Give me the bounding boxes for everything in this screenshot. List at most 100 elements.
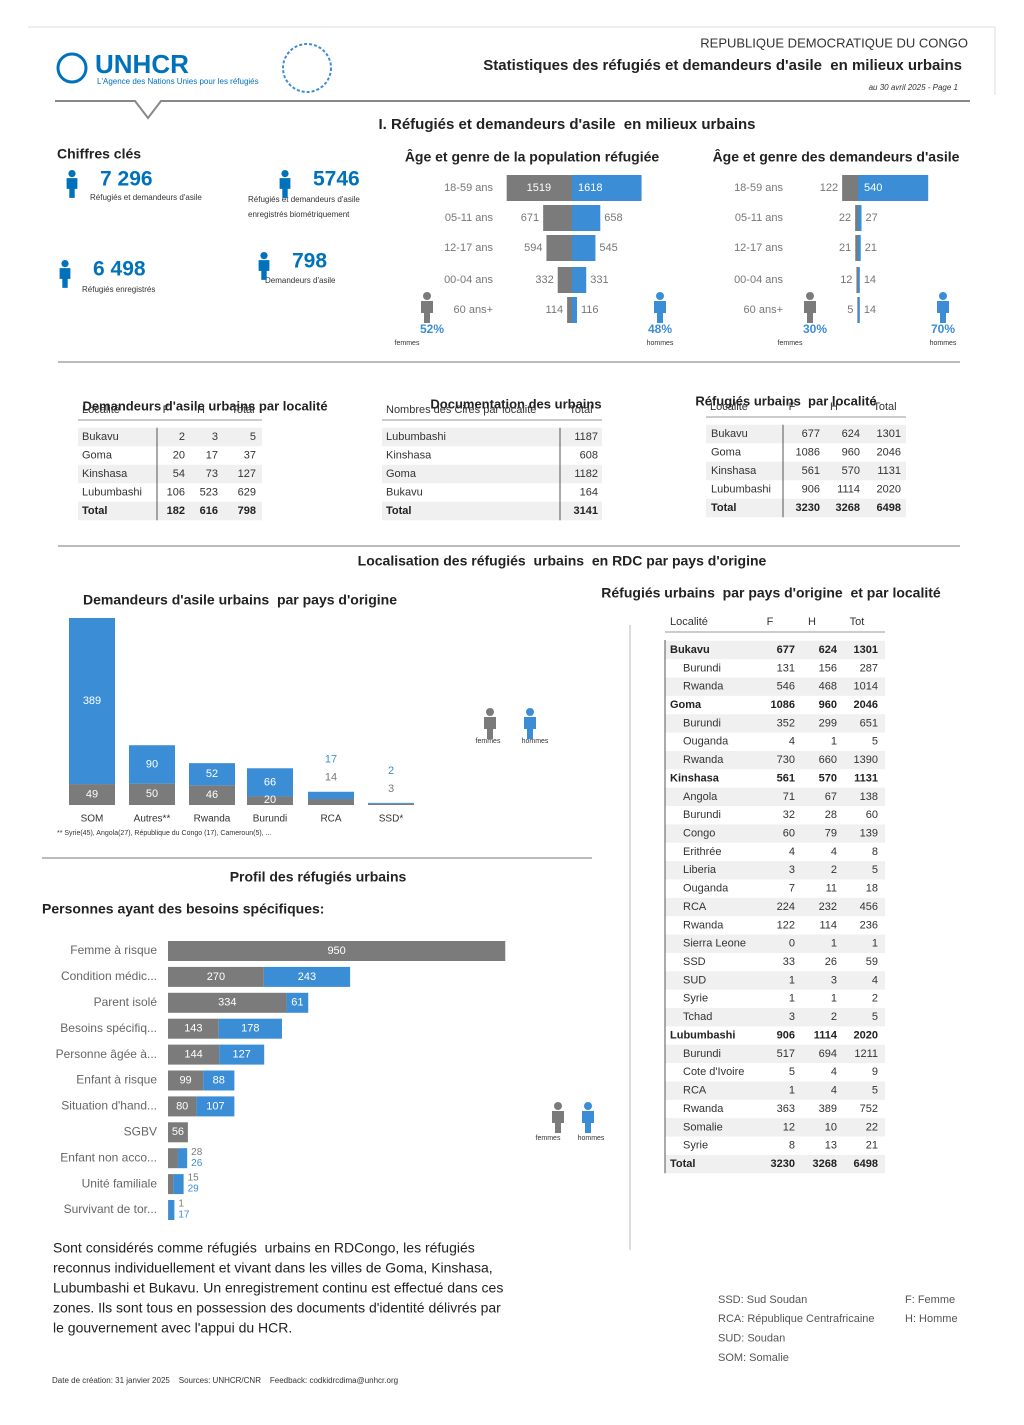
table-header: Total	[873, 401, 896, 413]
row-shade	[706, 424, 906, 444]
table-cell: 3230	[796, 502, 820, 514]
table-cell: 287	[860, 662, 878, 674]
bar	[368, 802, 414, 804]
data-label: 12	[840, 274, 852, 286]
data-label: 14	[864, 274, 876, 286]
bar	[543, 205, 572, 231]
person-icon	[421, 301, 433, 323]
table-cell: 1	[789, 974, 795, 986]
category-label: Besoins spécifiq...	[60, 1021, 157, 1035]
bar	[168, 1096, 197, 1117]
table-cell: 1	[872, 938, 878, 950]
row-label: Bukavu	[386, 486, 423, 498]
table-cell: 3	[789, 864, 795, 876]
table-cell: 299	[819, 717, 837, 729]
table-cell: 1086	[796, 446, 820, 458]
age-label: 18-59 ans	[444, 182, 493, 194]
bar	[858, 235, 861, 261]
key-figure-label: Réfugiés enregistrés	[82, 285, 155, 294]
row-label: Lubumbashi	[82, 486, 142, 498]
table-cell: 616	[200, 505, 218, 517]
category-label: Enfant à risque	[76, 1073, 157, 1087]
row-label: Syrie	[683, 1140, 708, 1152]
person-icon	[484, 717, 496, 739]
header-date: au 30 avril 2025 - Page 1	[869, 83, 958, 92]
pct-label: 30%	[803, 322, 827, 336]
row-shade	[665, 1154, 885, 1174]
bar	[858, 297, 860, 323]
bar	[168, 1200, 175, 1220]
chart-title: Âge et genre de la population réfugiée	[405, 148, 660, 165]
pct-label: 52%	[420, 322, 444, 336]
table-cell: 9	[872, 1066, 878, 1078]
table-cell: 561	[802, 465, 820, 477]
table-cell: 677	[802, 428, 820, 440]
bar	[855, 235, 858, 261]
bar	[168, 1018, 219, 1039]
person-icon	[423, 292, 431, 300]
row-label: Kinshasa	[711, 465, 757, 477]
age-label: 12-17 ans	[734, 242, 783, 254]
table-cell: 677	[777, 644, 795, 656]
table-cell: 1	[831, 993, 837, 1005]
table-cell: 3141	[574, 505, 598, 517]
gender-key: H: Homme	[905, 1313, 958, 1325]
row-label: Tchad	[683, 1011, 712, 1023]
row-shade	[665, 1044, 885, 1064]
unhcr-emblem	[56, 52, 88, 84]
abbreviation: SUD: Soudan	[718, 1333, 785, 1345]
key-figure-label: Réfugiés et demandeurs d'asile	[248, 195, 360, 204]
header-title: Statistiques des réfugiés et demandeurs …	[483, 57, 962, 74]
table-cell: 2046	[854, 699, 878, 711]
key-figure-label: enregistrés biométriquement	[248, 210, 350, 219]
bar	[218, 1018, 282, 1039]
data-label: 5	[847, 304, 853, 316]
table-cell: 33	[783, 956, 795, 968]
row-shade	[665, 714, 885, 733]
row-label: SSD	[683, 956, 706, 968]
data-label: 17	[178, 1210, 190, 1221]
table-cell: 2	[831, 864, 837, 876]
section-title: Localisation des réfugiés urbains en RDC…	[358, 553, 767, 569]
abbreviation: SSD: Sud Soudan	[718, 1294, 807, 1306]
table-cell: 561	[777, 772, 795, 784]
table-cell: 164	[580, 486, 598, 498]
person-icon	[281, 170, 289, 178]
table-cell: 624	[842, 428, 860, 440]
header-rule	[55, 100, 970, 120]
bar	[856, 267, 858, 293]
age-label: 05-11 ans	[735, 212, 784, 224]
legend-label: hommes	[522, 738, 549, 745]
table-cell: 570	[819, 772, 837, 784]
row-shade	[78, 501, 262, 521]
row-shade	[665, 1118, 885, 1137]
person-icon	[260, 252, 268, 260]
key-figure-label: Demandeurs d'asile	[265, 276, 336, 285]
bar	[572, 205, 601, 231]
category-label: Survivant de tor...	[64, 1202, 157, 1216]
data-label: 143	[184, 1023, 202, 1035]
table-cell: 232	[819, 901, 837, 913]
table-cell: 10	[825, 1121, 837, 1133]
data-label: 21	[839, 242, 851, 254]
key-figure-value: 7 296	[100, 168, 153, 191]
table-title: Réfugiés urbains par pays d'origine et p…	[601, 585, 941, 601]
table-cell: 1114	[814, 1029, 838, 1041]
table-cell: 127	[238, 468, 256, 480]
table-cell: 32	[783, 809, 795, 821]
category-label: Rwanda	[194, 814, 231, 825]
table-cell: 5	[872, 1085, 878, 1097]
category-label: Personne âgée à...	[56, 1047, 157, 1061]
data-label: 50	[146, 788, 158, 800]
table-cell: 4	[872, 974, 878, 986]
table-cell: 7	[789, 883, 795, 895]
section-title: Profil des réfugiés urbains	[230, 869, 407, 885]
row-label: Rwanda	[683, 754, 724, 766]
table-header: F	[163, 404, 170, 416]
row-shade	[665, 677, 885, 696]
abbreviation: SOM: Somalie	[718, 1352, 789, 1364]
table-header: H	[830, 401, 838, 413]
bar	[858, 267, 860, 293]
row-label: Syrie	[683, 993, 708, 1005]
table-cell: 5	[250, 431, 256, 443]
